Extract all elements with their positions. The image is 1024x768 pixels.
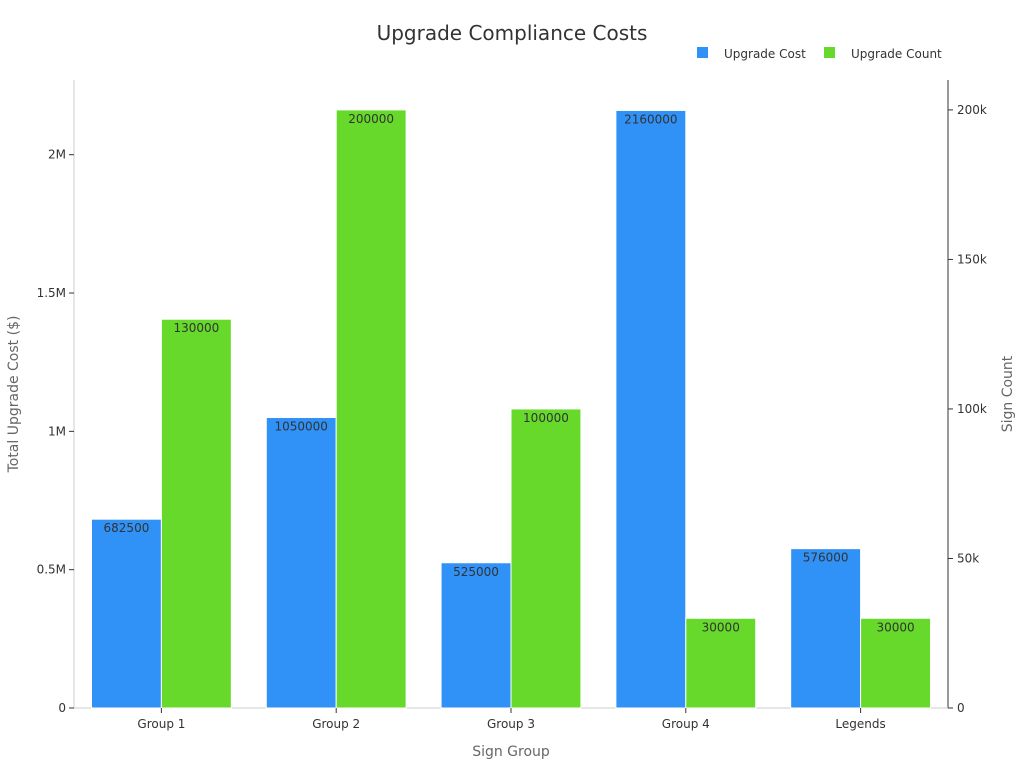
bars: [90, 109, 932, 709]
bar-value-label: 30000: [702, 620, 740, 634]
bar-cost: [615, 109, 687, 709]
legend-swatch: [824, 47, 835, 58]
x-tick-label: Group 2: [312, 717, 360, 731]
x-axis-ticks: Group 1 Group 2 Group 3 Group 4 Legends: [137, 708, 886, 731]
x-tick-label: Group 4: [662, 717, 710, 731]
y-axis-ticks: 0 0.5M 1M 1.5M 2M: [37, 148, 74, 715]
bar-value-label: 1050000: [275, 420, 328, 434]
y2-tick-label: 150k: [957, 252, 987, 266]
bar-value-label: 200000: [348, 112, 394, 126]
y-tick-label: 2M: [48, 148, 66, 162]
y2-tick-label: 200k: [957, 103, 987, 117]
bar-count: [685, 617, 757, 709]
bar-value-label: 682500: [104, 521, 150, 535]
y-tick-label: 0: [58, 701, 66, 715]
y-tick-label: 1M: [48, 424, 66, 438]
legend-item-label: Upgrade Count: [851, 47, 942, 61]
y2-tick-label: 50k: [957, 551, 979, 565]
bar-count: [510, 408, 582, 709]
x-axis-label: Sign Group: [472, 744, 550, 760]
bar-value-label: 30000: [876, 620, 914, 634]
bar-value-label: 525000: [453, 565, 499, 579]
bar-value-label: 2160000: [624, 112, 677, 126]
bar-value-label: 576000: [803, 551, 849, 565]
x-tick-label: Group 1: [137, 717, 185, 731]
bar-count: [160, 318, 232, 709]
legend-swatch: [697, 47, 708, 58]
x-tick-label: Legends: [835, 717, 885, 731]
x-tick-label: Group 3: [487, 717, 535, 731]
chart-title: Upgrade Compliance Costs: [377, 21, 648, 45]
y2-axis-ticks: 0 50k 100k 150k 200k: [948, 103, 987, 715]
y-axis-label: Total Upgrade Cost ($): [6, 316, 22, 474]
y-tick-label: 0.5M: [37, 563, 66, 577]
y2-tick-label: 0: [957, 701, 965, 715]
y-tick-label: 1.5M: [37, 286, 66, 300]
legend: Upgrade Cost Upgrade Count: [697, 47, 942, 61]
bar-value-label: 100000: [523, 411, 569, 425]
legend-item-label: Upgrade Cost: [724, 47, 806, 61]
bar-cost: [790, 548, 862, 709]
y2-tick-label: 100k: [957, 402, 987, 416]
bar-count: [860, 617, 932, 709]
bar-value-label: 130000: [173, 321, 219, 335]
bar-cost: [440, 562, 512, 709]
bar-labels: 682500 130000 1050000 200000 525000 100000 216…: [104, 112, 915, 634]
bar-cost: [265, 417, 337, 709]
bar-cost: [90, 518, 162, 709]
y2-axis-label: Sign Count: [1000, 355, 1016, 432]
bar-count: [335, 109, 407, 709]
